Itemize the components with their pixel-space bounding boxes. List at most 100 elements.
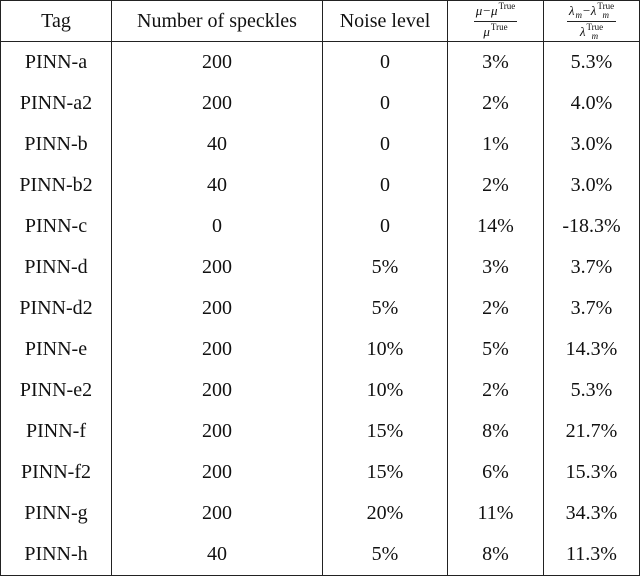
header-cell: Tag (0, 0, 112, 42)
table-cell: 3.7% (543, 247, 640, 288)
math-piece: λ True m (579, 21, 604, 41)
subscript: m (602, 9, 610, 20)
script-stack: m (576, 2, 583, 20)
numerator: λ m −λ True m (566, 0, 617, 22)
math-base: λ (568, 2, 575, 18)
table-cell: 200 (111, 288, 323, 329)
math-base: λ (579, 23, 586, 39)
header-cell: Noise level (322, 0, 448, 42)
table-cell: 15.3% (543, 452, 640, 493)
table-cell: 10% (322, 370, 448, 411)
table-cell: 0 (111, 206, 323, 247)
table-cell: PINN-f2 (0, 452, 112, 493)
table-cell: PINN-a (0, 41, 112, 83)
table-row: PINN-f2 200 15% 6% 15.3% (0, 452, 640, 493)
math-piece: μ−μ True (475, 1, 516, 20)
math-base: −λ (582, 2, 597, 18)
table-cell: 2% (447, 165, 544, 206)
table-row: PINN-b2 40 0 2% 3.0% (0, 165, 640, 206)
table-cell: 5.3% (543, 370, 640, 411)
table-cell: 3% (447, 41, 544, 83)
math-base: μ (483, 23, 490, 39)
math-base: μ−μ (475, 2, 498, 18)
fraction: μ−μ True μ True (473, 1, 518, 41)
table-cell: 3% (447, 247, 544, 288)
table-cell: PINN-e2 (0, 370, 112, 411)
denominator: λ True m (578, 22, 605, 41)
table-cell: 40 (111, 165, 323, 206)
table-cell: PINN-c (0, 206, 112, 247)
table-row: PINN-a2 200 0 2% 4.0% (0, 83, 640, 124)
table-cell: 3.7% (543, 288, 640, 329)
table-cell: 2% (447, 370, 544, 411)
table-row: PINN-c 0 0 14% -18.3% (0, 206, 640, 247)
table-cell: 3.0% (543, 124, 640, 165)
superscript: True (586, 21, 604, 32)
table-row: PINN-f 200 15% 8% 21.7% (0, 411, 640, 452)
table-row: PINN-g 200 20% 11% 34.3% (0, 493, 640, 534)
denominator: μ True (481, 22, 509, 41)
table-cell: 15% (322, 452, 448, 493)
table-cell: 34.3% (543, 493, 640, 534)
table-cell: 4.0% (543, 83, 640, 124)
math-piece: μ True (483, 21, 508, 41)
table-row: PINN-h 40 5% 8% 11.3% (0, 534, 640, 576)
script-stack: True (499, 1, 516, 20)
superscript: True (490, 21, 508, 32)
table-row: PINN-e2 200 10% 2% 5.3% (0, 370, 640, 411)
table-cell: 11.3% (543, 534, 640, 576)
table-cell: 40 (111, 534, 323, 576)
table-cell: 40 (111, 124, 323, 165)
numerator: μ−μ True (473, 1, 518, 22)
table-cell: 0 (322, 206, 448, 247)
subscript (499, 11, 516, 20)
table-cell: 0 (322, 165, 448, 206)
table-cell: 20% (322, 493, 448, 534)
header-cell: λ m −λ True m λ True m (543, 0, 640, 42)
table-cell: PINN-d2 (0, 288, 112, 329)
script-stack: True m (586, 21, 604, 41)
script-stack: True (490, 21, 508, 41)
table-cell: 3.0% (543, 165, 640, 206)
table-cell: 15% (322, 411, 448, 452)
table-cell: 10% (322, 329, 448, 370)
table-row: PINN-b 40 0 1% 3.0% (0, 124, 640, 165)
table-cell: PINN-h (0, 534, 112, 576)
superscript: True (597, 0, 615, 11)
table-cell: PINN-f (0, 411, 112, 452)
table-cell: 14% (447, 206, 544, 247)
table-row: PINN-d 200 5% 3% 3.7% (0, 247, 640, 288)
header-cell: Number of speckles (111, 0, 323, 42)
table-cell: 5% (447, 329, 544, 370)
table-cell: 1% (447, 124, 544, 165)
math-piece: −λ True m (582, 0, 615, 20)
table-cell: 2% (447, 83, 544, 124)
table-cell: -18.3% (543, 206, 640, 247)
table-cell: PINN-a2 (0, 83, 112, 124)
table-cell: 11% (447, 493, 544, 534)
table-cell: 8% (447, 534, 544, 576)
table-cell: 0 (322, 41, 448, 83)
table-cell: PINN-d (0, 247, 112, 288)
table-cell: 8% (447, 411, 544, 452)
table-body: PINN-a 200 0 3% 5.3% PINN-a2 200 0 2% 4.0% PINN-b 4… (0, 41, 640, 576)
header-cell: μ−μ True μ True (447, 0, 544, 42)
table-cell: 200 (111, 41, 323, 83)
subscript (491, 32, 508, 41)
table-cell: 5% (322, 247, 448, 288)
table-cell: 21.7% (543, 411, 640, 452)
table-cell: PINN-b (0, 124, 112, 165)
table-header: Tag Number of speckles Noise level μ−μ True … (0, 0, 640, 42)
table-cell: 200 (111, 411, 323, 452)
table-cell: 0 (322, 124, 448, 165)
table-cell: 200 (111, 83, 323, 124)
table-cell: PINN-b2 (0, 165, 112, 206)
subscript: m (575, 9, 583, 20)
table-cell: 2% (447, 288, 544, 329)
table-row: PINN-d2 200 5% 2% 3.7% (0, 288, 640, 329)
table-cell: 200 (111, 247, 323, 288)
table-cell: PINN-g (0, 493, 112, 534)
fraction: λ m −λ True m λ True m (566, 0, 617, 41)
table-row: PINN-a 200 0 3% 5.3% (0, 41, 640, 83)
